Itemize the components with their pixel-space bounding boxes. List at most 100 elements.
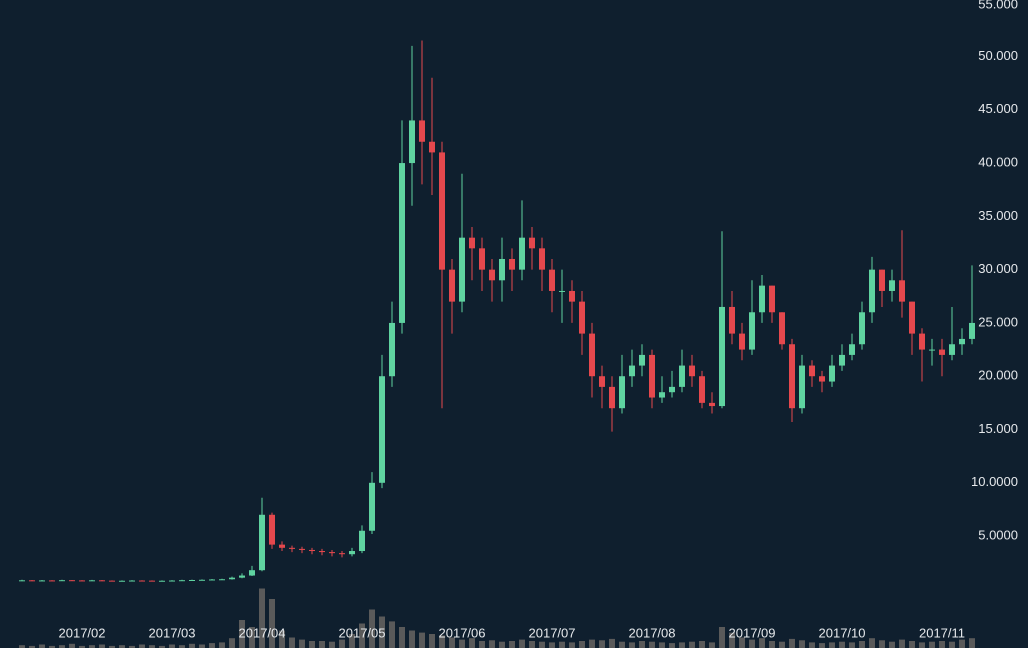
volume-bar [929, 641, 935, 648]
volume-bar [149, 645, 155, 648]
candle-body [579, 301, 585, 334]
candle-body [559, 290, 565, 292]
volume-bar [639, 641, 645, 648]
volume-bar [669, 643, 675, 648]
volume-bar [469, 638, 475, 648]
candle-body [819, 376, 825, 382]
x-tick-label: 2017/06 [439, 625, 486, 640]
volume-bar [569, 642, 575, 648]
candle-body [379, 376, 385, 483]
volume-bar [129, 645, 135, 648]
volume-bar [619, 641, 625, 648]
candle-body [839, 354, 845, 366]
volume-bar [379, 616, 385, 648]
y-tick-label: 55.000 [978, 0, 1018, 11]
x-tick-label: 2017/11 [919, 625, 965, 640]
volume-bar [19, 645, 25, 648]
candle-body [459, 237, 465, 302]
candle-body [539, 248, 545, 270]
candle-body [629, 365, 635, 377]
volume-bar [549, 642, 555, 648]
volume-bar [869, 638, 875, 648]
volume-bar [859, 641, 865, 648]
volume-bar [49, 645, 55, 648]
volume-bar [729, 632, 735, 648]
candle-body [719, 306, 725, 407]
candle-body [209, 579, 215, 581]
volume-bar [799, 640, 805, 648]
volume-bar [649, 641, 655, 648]
volume-bar [309, 641, 315, 648]
volume-bar [909, 641, 915, 648]
volume-bar [179, 645, 185, 648]
candle-body [489, 269, 495, 281]
volume-bar [529, 641, 535, 648]
volume-bar [229, 638, 235, 648]
candle-body [109, 580, 115, 582]
volume-bar [629, 642, 635, 648]
volume-bar [99, 644, 105, 648]
candle-body [439, 152, 445, 270]
candle-body [159, 580, 165, 582]
candle-body [429, 141, 435, 153]
volume-bar [289, 637, 295, 648]
candle-body [309, 549, 315, 552]
volume-bar [79, 645, 85, 648]
candle-body [649, 354, 655, 398]
volume-bar [329, 641, 335, 648]
volume-bar [339, 639, 345, 648]
volume-bar [689, 641, 695, 648]
candle-body [929, 349, 935, 351]
candle-body [869, 269, 875, 313]
volume-bar [59, 645, 65, 648]
y-tick-label: 35.000 [978, 208, 1018, 223]
volume-bar [679, 642, 685, 648]
volume-bar [259, 588, 265, 648]
volume-bar [579, 641, 585, 648]
x-tick-label: 2017/10 [819, 625, 866, 640]
candle-body [319, 551, 325, 553]
candle-body [899, 280, 905, 302]
candle-body [289, 547, 295, 549]
volume-bar [209, 643, 215, 648]
candle-body [599, 376, 605, 387]
volume-bar [159, 645, 165, 648]
volume-bar [749, 639, 755, 648]
price-layer [19, 40, 975, 582]
volume-bar [599, 640, 605, 648]
volume-bar [29, 645, 35, 648]
volume-bar [349, 634, 355, 648]
candle-body [229, 577, 235, 580]
candle-body [409, 120, 415, 164]
x-tick-label: 2017/07 [529, 625, 576, 640]
candle-body [759, 285, 765, 313]
volume-bar [709, 642, 715, 648]
candle-body [699, 376, 705, 403]
x-tick-label: 2017/02 [59, 625, 106, 640]
volume-bar [759, 638, 765, 648]
x-tick-label: 2017/03 [149, 625, 196, 640]
volume-bar [239, 620, 245, 648]
volume-bar [969, 638, 975, 648]
candle-body [729, 306, 735, 334]
volume-bar [839, 641, 845, 648]
candle-body [499, 258, 505, 281]
candle-body [419, 120, 425, 142]
volume-bar [899, 639, 905, 648]
candle-body [779, 312, 785, 345]
volume-bar [919, 642, 925, 648]
candle-body [529, 237, 535, 249]
volume-bar [169, 644, 175, 648]
x-tick-label: 2017/05 [339, 625, 386, 640]
volume-bar [539, 641, 545, 648]
candle-body [49, 580, 55, 582]
candle-body [639, 354, 645, 366]
y-tick-label: 10.0000 [971, 474, 1018, 489]
volume-bar [439, 635, 445, 648]
candle-body [239, 575, 245, 578]
candle-body [909, 301, 915, 334]
volume-bar [199, 644, 205, 648]
candle-body [859, 312, 865, 345]
y-tick-label: 45.000 [978, 101, 1018, 116]
candle-body [29, 580, 35, 582]
